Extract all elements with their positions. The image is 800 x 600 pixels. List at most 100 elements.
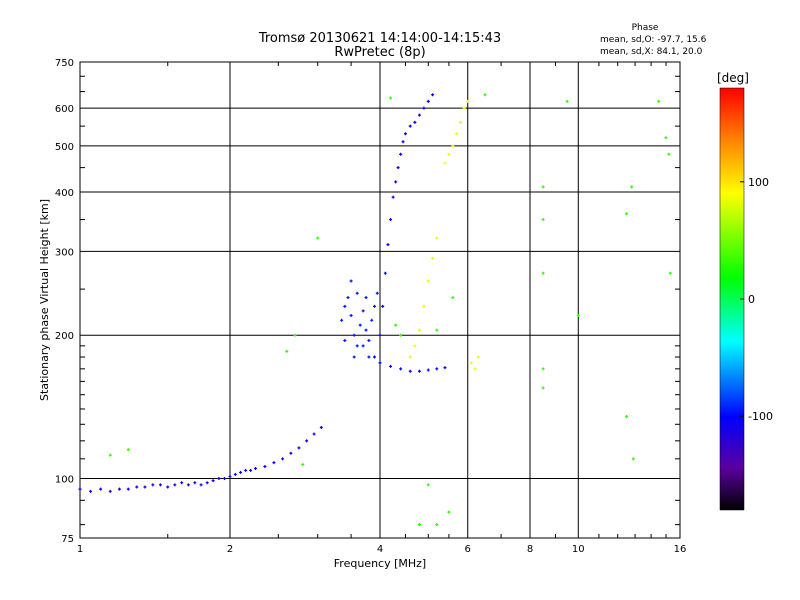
data-point: [431, 256, 435, 260]
y-tick-label: 500: [55, 142, 74, 153]
colorbar-label: [deg]: [717, 71, 749, 85]
data-point: [394, 180, 398, 184]
data-point: [349, 279, 353, 283]
x-tick-label: 16: [674, 544, 687, 555]
data-point: [158, 483, 162, 487]
data-point: [417, 523, 421, 527]
data-point: [180, 481, 184, 485]
data-point: [358, 323, 362, 327]
data-point: [426, 483, 430, 487]
y-tick-label: 300: [55, 247, 74, 258]
y-tick-label: 750: [55, 58, 74, 69]
data-point: [455, 132, 459, 136]
colorbar-tick-label: 100: [748, 176, 769, 189]
data-point: [476, 355, 480, 359]
data-point: [361, 344, 365, 348]
data-point: [343, 304, 347, 308]
data-point: [370, 318, 374, 322]
data-point: [143, 485, 147, 489]
data-point: [625, 414, 629, 418]
y-tick-label: 100: [55, 475, 74, 486]
data-point: [451, 144, 455, 148]
data-point: [541, 367, 545, 371]
data-point: [263, 464, 267, 468]
data-point: [435, 236, 439, 240]
data-point: [541, 386, 545, 390]
data-point: [408, 369, 412, 373]
data-point: [319, 425, 323, 429]
y-tick-label: 75: [61, 534, 74, 545]
data-point: [117, 487, 121, 491]
data-point: [399, 333, 403, 337]
data-point: [417, 328, 421, 332]
data-point: [367, 355, 371, 359]
data-point: [228, 474, 232, 478]
data-point: [108, 453, 112, 457]
data-point: [462, 106, 466, 110]
data-point: [364, 328, 368, 332]
x-axis-label: Frequency [MHz]: [334, 557, 426, 570]
y-axis: 75 100 200 300 400 500 600 750: [55, 58, 680, 545]
data-point: [451, 296, 455, 300]
data-point: [576, 314, 580, 318]
data-point: [211, 479, 215, 483]
data-point: [408, 124, 412, 128]
data-point: [391, 195, 395, 199]
x-axis: 1 2 4 6 8 10 16: [77, 62, 687, 555]
data-point: [426, 368, 430, 372]
data-point: [244, 468, 248, 472]
data-point: [355, 291, 359, 295]
data-point: [373, 355, 377, 359]
data-point: [389, 218, 393, 222]
x-tick-label: 6: [465, 544, 471, 555]
data-point: [193, 481, 197, 485]
data-point: [664, 136, 668, 140]
data-point: [413, 344, 417, 348]
data-point: [466, 99, 470, 103]
data-points: [78, 93, 672, 527]
colorbar-tick-label: -100: [748, 410, 773, 423]
data-point: [447, 152, 451, 156]
data-point: [657, 99, 661, 103]
colorbar-tick-label: 0: [748, 293, 755, 306]
data-point: [364, 296, 368, 300]
data-point: [413, 120, 417, 124]
data-point: [541, 185, 545, 189]
data-point: [343, 338, 347, 342]
data-point: [126, 448, 130, 452]
data-point: [667, 152, 671, 156]
data-point: [78, 487, 82, 491]
data-point: [396, 166, 400, 170]
data-point: [483, 93, 487, 97]
data-point: [272, 461, 276, 465]
data-point: [541, 271, 545, 275]
y-tick-label: 600: [55, 104, 74, 115]
y-axis-label: Stationary phase Virtual Height [km]: [38, 199, 51, 401]
data-point: [403, 132, 407, 136]
data-point: [389, 364, 393, 368]
data-point: [151, 483, 155, 487]
data-point: [89, 489, 93, 493]
data-point: [565, 99, 569, 103]
x-tick-label: 2: [227, 544, 233, 555]
data-point: [399, 367, 403, 371]
data-point: [668, 271, 672, 275]
stats-x-line: mean, sd,X: 84.1, 20.0: [600, 47, 703, 57]
stats-heading: Phase: [632, 23, 659, 33]
data-point: [99, 487, 103, 491]
data-point: [394, 323, 398, 327]
data-point: [625, 212, 629, 216]
data-point: [417, 113, 421, 117]
x-tick-label: 1: [77, 544, 83, 555]
data-point: [285, 349, 289, 353]
data-point: [426, 279, 430, 283]
data-point: [312, 432, 316, 436]
x-tick-label: 8: [527, 544, 533, 555]
data-point: [233, 472, 237, 476]
data-point: [389, 96, 393, 100]
gridlines: [80, 62, 680, 538]
data-point: [253, 466, 257, 470]
data-point: [108, 489, 112, 493]
data-point: [399, 152, 403, 156]
